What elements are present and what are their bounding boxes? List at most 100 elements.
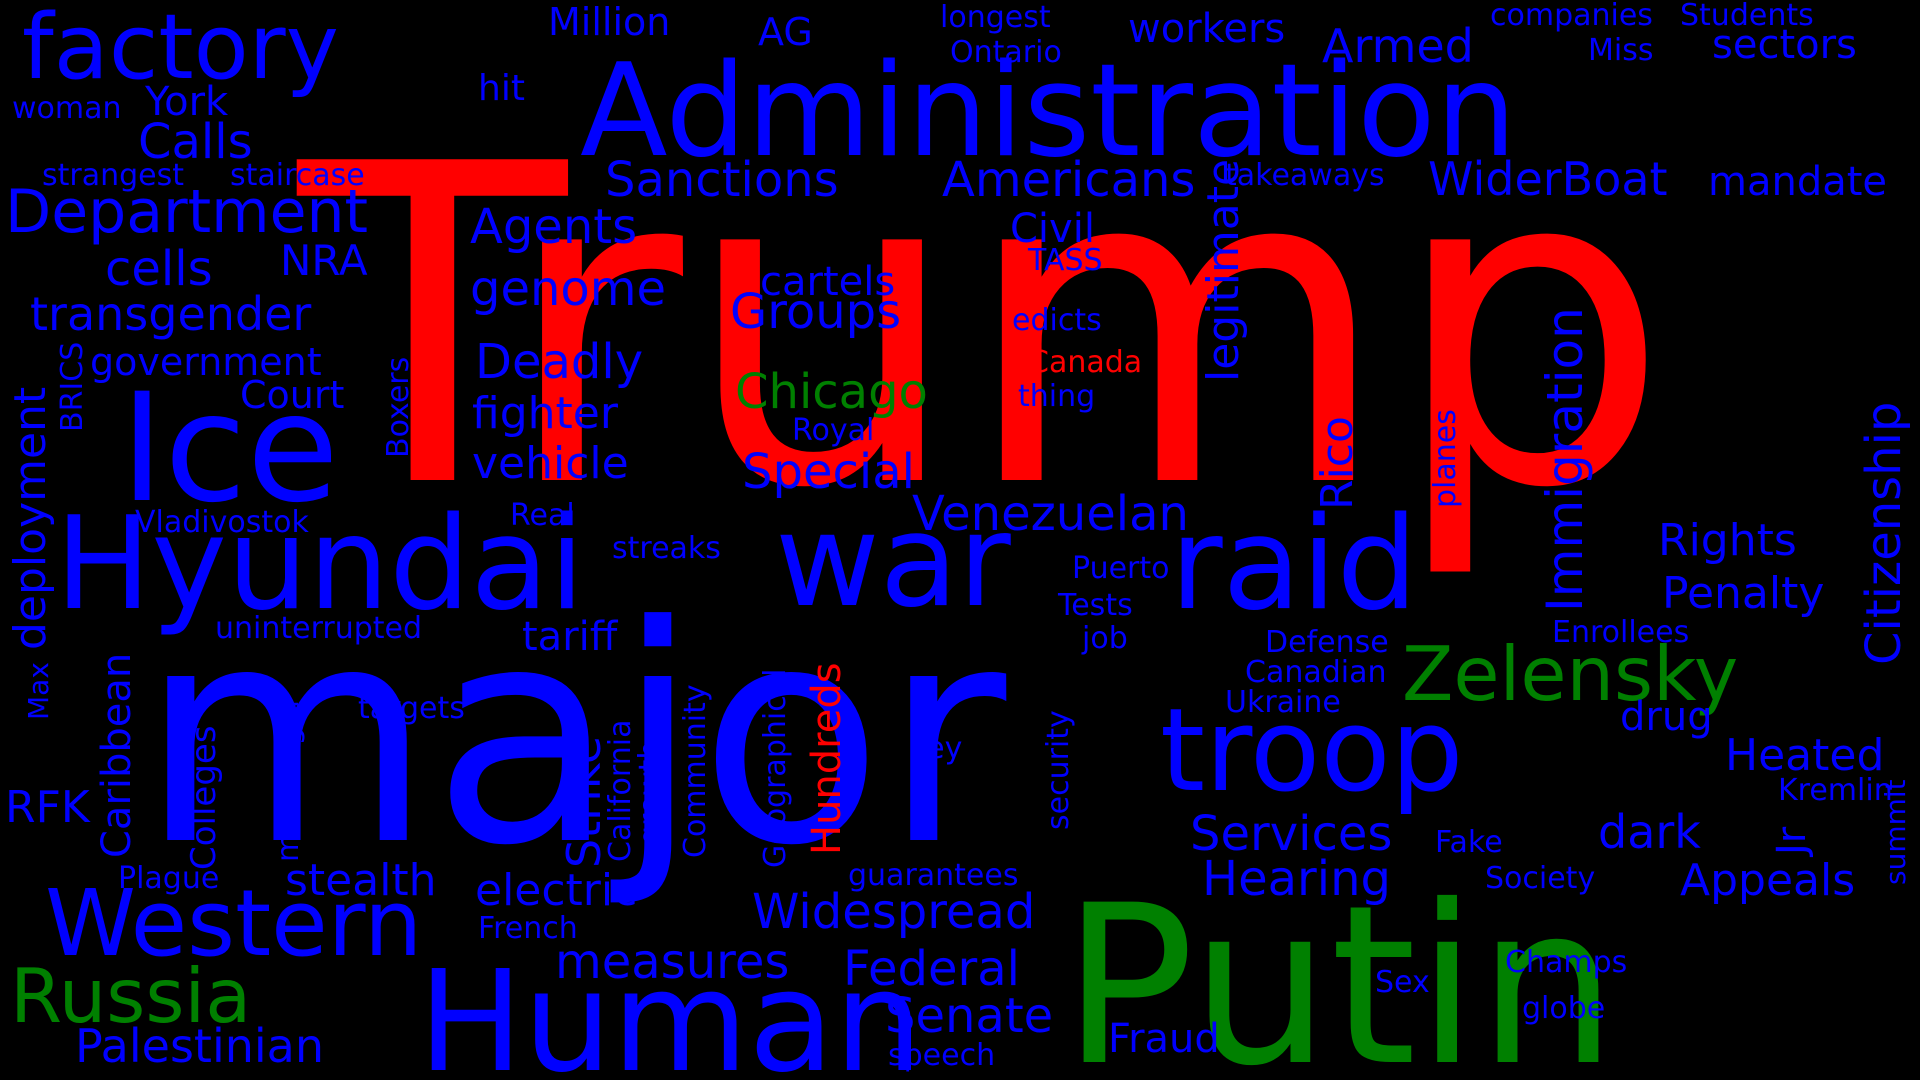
word-measures: measures — [555, 934, 789, 990]
word-transgender: transgender — [30, 287, 311, 341]
word-federal: Federal — [843, 941, 1020, 997]
word-brics: BRICS — [55, 342, 90, 432]
word-ice: Ice — [120, 362, 339, 536]
word-strike: Strike — [557, 736, 611, 868]
word-champs: Champs — [1505, 945, 1627, 980]
word-sectors: sectors — [1712, 22, 1857, 68]
word-tass: TASS — [1027, 243, 1103, 278]
word-students: Students — [1680, 0, 1814, 33]
word-deadly: Deadly — [475, 334, 643, 390]
word-million: Million — [548, 0, 670, 44]
word-ontario: Ontario — [950, 35, 1062, 70]
word-armed: Armed — [1322, 19, 1474, 73]
word-penalty: Penalty — [1662, 568, 1824, 619]
word-guarantees: guarantees — [848, 858, 1018, 893]
word-plague: Plague — [118, 861, 219, 896]
word-rfk: RFK — [5, 782, 91, 833]
word-security: security — [1041, 710, 1076, 830]
word-max: Max — [22, 662, 55, 720]
word-trump: Trump — [291, 72, 1670, 584]
word-speech: speech — [888, 1038, 995, 1073]
word-puerto: Rico — [1312, 416, 1363, 510]
word-citizenship: Citizenship — [1856, 402, 1912, 665]
word-vehicle: vehicle — [472, 438, 629, 489]
word-ukraine: Ukraine — [1225, 685, 1341, 720]
word-raid: raid — [1170, 490, 1418, 639]
word-fighter: fighter — [472, 388, 619, 439]
word-french: French — [478, 911, 578, 946]
word-growth: growth — [633, 741, 668, 845]
word-major: major — [140, 562, 1010, 911]
word-car: job — [1081, 621, 1128, 656]
word-agents: Agents — [470, 199, 637, 255]
word-boxers: Boxers — [381, 357, 416, 458]
word-cells: cells — [105, 241, 213, 297]
word-widespread: Widespread — [752, 884, 1035, 940]
word-human: Human — [418, 941, 923, 1080]
word-summit: summit — [1879, 779, 1912, 885]
word-rico: legitimate — [1198, 159, 1249, 382]
word-civil: Civil — [1010, 206, 1095, 252]
word-colleges: Colleges — [184, 725, 224, 870]
word-sex: Sex — [1375, 965, 1430, 1000]
word-hundreds: Hundreds — [804, 662, 850, 855]
word-geographical: Geographical — [758, 669, 793, 868]
word-california: California — [603, 720, 638, 862]
word-royal: Royal — [792, 413, 874, 448]
word-hyundai: Hyundai — [55, 490, 585, 639]
word-calls: Calls — [138, 114, 253, 170]
word-globe: globe — [1522, 991, 1605, 1026]
word-troop: troop — [1160, 684, 1464, 818]
word-miss: Miss — [1588, 33, 1653, 68]
word-uninterrupted: uninterrupted — [215, 611, 422, 646]
word-mandate: mandate — [1708, 159, 1887, 205]
word-messenger: messenger — [271, 695, 306, 862]
word-electric: electric — [475, 865, 637, 916]
word-caribbean: Caribbean — [94, 653, 140, 858]
word-immigration: Immigration — [1536, 307, 1594, 612]
word-appeals: Appeals — [1680, 855, 1855, 906]
word-zelensky: Zelensky — [1402, 630, 1738, 718]
word-canada: Canada — [1028, 345, 1142, 380]
word-ag: AG — [758, 10, 813, 54]
word-fraud: Fraud — [1108, 1016, 1220, 1062]
word-tariff: tariff — [522, 614, 619, 660]
word-government: government — [90, 340, 322, 384]
word-woman: woman — [12, 91, 122, 126]
word-society: Society — [1485, 861, 1595, 896]
word-sanctions: Sanctions — [605, 152, 839, 208]
word-russia: Russia — [10, 952, 251, 1040]
word-vladivostok: Vladivostok — [135, 505, 309, 540]
word-palestinian: Palestinian — [75, 1019, 324, 1073]
word-western: Western — [45, 870, 422, 977]
word-kremlin: Kremlin — [1778, 773, 1893, 808]
word-stealth: stealth — [285, 855, 437, 906]
word-takeaways: takeaways — [1225, 158, 1385, 193]
word-cartels: cartels — [760, 259, 895, 305]
word-drug: drug — [1620, 694, 1713, 740]
word-genome: genome — [470, 261, 666, 317]
word-americans: Americans — [942, 152, 1195, 208]
word-rights: Rights — [1658, 515, 1797, 566]
word-special: Special — [742, 444, 915, 500]
word-targets: targets — [358, 691, 465, 726]
word-widerboat: WiderBoat — [1428, 152, 1668, 206]
word-venezuelan: Venezuelan — [912, 486, 1189, 542]
word-court: Court — [240, 373, 344, 417]
word-deployment: deployment — [5, 387, 56, 650]
word-legitimate: planes — [1428, 409, 1463, 508]
word-hit: hit — [478, 68, 525, 109]
word-companies: companies — [1490, 0, 1653, 33]
word-edicts: edicts — [1012, 303, 1102, 338]
word-senate: Senate — [885, 988, 1053, 1044]
word-strangest: strangest — [42, 158, 184, 193]
word-canadian: Canadian — [1245, 655, 1387, 690]
word-staircase: staircase — [230, 158, 365, 193]
word-workers: workers — [1128, 6, 1285, 52]
word-dark: dark — [1598, 805, 1701, 859]
word-war: war — [775, 487, 1011, 636]
word-york: York — [144, 79, 229, 125]
word-job: Tests — [1057, 588, 1133, 623]
